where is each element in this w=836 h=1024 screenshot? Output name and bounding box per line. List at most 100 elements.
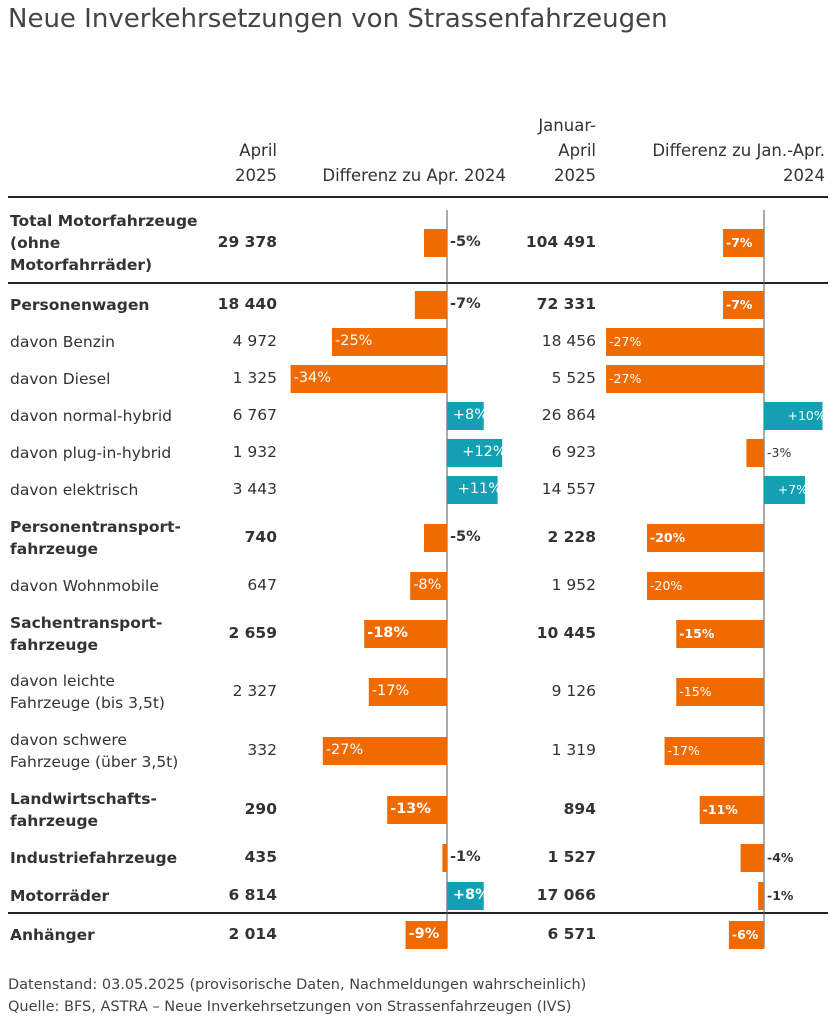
april-2025-value: 2 327 bbox=[232, 682, 277, 700]
diff-jan-apr-label: -20% bbox=[650, 578, 683, 594]
row-label: Industriefahrzeuge bbox=[10, 847, 177, 869]
april-2025-value: 6 814 bbox=[228, 886, 277, 904]
row-label-line: davon plug-in-hybrid bbox=[10, 444, 172, 462]
diff-april-label: -8% bbox=[413, 577, 442, 593]
jan-apr-2025-value: 2 228 bbox=[547, 528, 596, 546]
jan-apr-2025-value: 5 525 bbox=[551, 369, 596, 387]
header-diff-april-text: Differenz zu Apr. 2024 bbox=[322, 166, 506, 185]
diff-jan-apr-bar bbox=[664, 737, 764, 765]
row-label: davon Benzin bbox=[10, 331, 115, 353]
header-jan-apr-line-2: April bbox=[558, 141, 596, 160]
row-label-line: Landwirtschafts- bbox=[10, 790, 157, 808]
row-label-line: fahrzeuge bbox=[10, 812, 99, 830]
row-label: Motorräder bbox=[10, 885, 109, 907]
april-2025-value: 1 325 bbox=[232, 369, 277, 387]
header-april-2025: April 2025 bbox=[200, 138, 277, 188]
diff-jan-apr-bar bbox=[699, 796, 764, 824]
diff-jan-apr-label: -27% bbox=[609, 334, 642, 350]
row-label-line: Total Motorfahrzeuge bbox=[10, 212, 198, 230]
diff-april-bar bbox=[290, 365, 447, 393]
header-diff-jan-apr-line-2: 2024 bbox=[783, 166, 825, 185]
total-rule bbox=[8, 282, 828, 284]
row-label: davon Diesel bbox=[10, 368, 110, 390]
row-label: davon leichte Fahrzeuge (bis 3,5t) bbox=[10, 670, 165, 714]
jan-apr-2025-value: 1 952 bbox=[551, 576, 596, 594]
header-april-line-2: 2025 bbox=[235, 166, 277, 185]
diff-april-label: -9% bbox=[408, 926, 440, 942]
diff-april-label: -17% bbox=[371, 683, 410, 699]
diff-jan-apr-bar bbox=[758, 882, 764, 910]
diff-april-label: -5% bbox=[450, 529, 481, 545]
diff-jan-apr-bar bbox=[676, 678, 764, 706]
diff-april-label: -5% bbox=[450, 234, 481, 250]
row-label-line: davon schwere bbox=[10, 731, 127, 749]
diff-april-label: +8% bbox=[452, 407, 488, 423]
diff-jan-apr-label: -7% bbox=[726, 297, 753, 313]
header-rule bbox=[8, 196, 828, 198]
april-2025-value: 6 767 bbox=[232, 406, 277, 424]
diff-april-bar bbox=[387, 796, 447, 824]
row-label-line: davon leichte bbox=[10, 672, 115, 690]
diff-jan-apr-label: -27% bbox=[609, 371, 642, 387]
april-2025-value: 332 bbox=[247, 741, 277, 759]
april-2025-value: 290 bbox=[244, 800, 277, 818]
diff-april-bar bbox=[447, 476, 498, 504]
row-label: davon elektrisch bbox=[10, 479, 138, 501]
diff-april-label: +12% bbox=[462, 444, 507, 460]
note-source: Quelle: BFS, ASTRA – Neue Inverkehrsetzu… bbox=[8, 999, 572, 1015]
diff-jan-apr-bar bbox=[723, 291, 764, 319]
diff-jan-apr-label: -15% bbox=[679, 684, 712, 700]
jan-apr-2025-value: 26 864 bbox=[541, 406, 596, 424]
jan-apr-2025-value: 1 527 bbox=[547, 848, 596, 866]
row-label: davon normal-hybrid bbox=[10, 405, 172, 427]
diff-april-bar bbox=[322, 737, 447, 765]
diff-jan-apr-bar bbox=[606, 365, 764, 393]
april-2025-value: 740 bbox=[244, 528, 277, 546]
diff-april-label: +11% bbox=[457, 481, 503, 497]
jan-apr-2025-value: 10 445 bbox=[536, 624, 596, 642]
jan-apr-2025-value: 104 491 bbox=[525, 233, 596, 251]
diff-jan-apr-label: -17% bbox=[667, 743, 700, 759]
row-label: davon schwere Fahrzeuge (über 3,5t) bbox=[10, 729, 178, 773]
jan-apr-2025-value: 6 923 bbox=[551, 443, 596, 461]
jan-apr-2025-value: 9 126 bbox=[551, 682, 596, 700]
jan-apr-2025-value: 72 331 bbox=[536, 295, 596, 313]
header-diff-april: Differenz zu Apr. 2024 bbox=[290, 163, 506, 188]
diff-april-bar bbox=[332, 328, 447, 356]
april-2025-value: 29 378 bbox=[217, 233, 277, 251]
row-label: davon plug-in-hybrid bbox=[10, 442, 171, 464]
diff-april-label: -34% bbox=[293, 370, 332, 386]
diff-april-label: -18% bbox=[367, 625, 408, 641]
jan-apr-2025-value: 894 bbox=[563, 800, 596, 818]
diff-jan-apr-bar bbox=[764, 402, 823, 430]
diff-jan-apr-bar bbox=[723, 229, 764, 257]
april-2025-value: 647 bbox=[247, 576, 277, 594]
diff-april-label: -27% bbox=[325, 742, 364, 758]
jan-apr-2025-value: 14 557 bbox=[541, 480, 596, 498]
diff-april-bar bbox=[405, 921, 447, 949]
row-label: Personentransport-fahrzeuge bbox=[10, 516, 181, 560]
header-diff-jan-apr: Differenz zu Jan.-Apr. 2024 bbox=[612, 138, 825, 188]
april-2025-value: 3 443 bbox=[232, 480, 277, 498]
april-2025-value: 18 440 bbox=[217, 295, 277, 313]
row-label-line: davon Wohnmobile bbox=[10, 577, 159, 595]
diff-jan-apr-bar bbox=[647, 572, 764, 600]
diff-april-bar bbox=[447, 439, 503, 467]
diff-april-bar bbox=[414, 291, 447, 319]
row-label-line: Sachentransport- bbox=[10, 614, 163, 632]
diff-jan-apr-bar bbox=[764, 476, 805, 504]
row-label: Personenwagen bbox=[10, 294, 149, 316]
diff-april-bar bbox=[364, 620, 447, 648]
diff-april-label: -13% bbox=[390, 801, 431, 817]
header-jan-apr-line-3: 2025 bbox=[554, 166, 596, 185]
jan-apr-2025-value: 18 456 bbox=[541, 332, 596, 350]
diff-april-label: -7% bbox=[450, 296, 481, 312]
row-label-line: davon elektrisch bbox=[10, 481, 139, 499]
diff-jan-apr-label: -7% bbox=[726, 235, 753, 251]
footnotes: Datenstand: 03.05.2025 (provisorische Da… bbox=[8, 974, 586, 1018]
row-label: davon Wohnmobile bbox=[10, 575, 159, 597]
diff-jan-apr-bar bbox=[676, 620, 764, 648]
row-label-line: Motorräder bbox=[10, 887, 110, 905]
